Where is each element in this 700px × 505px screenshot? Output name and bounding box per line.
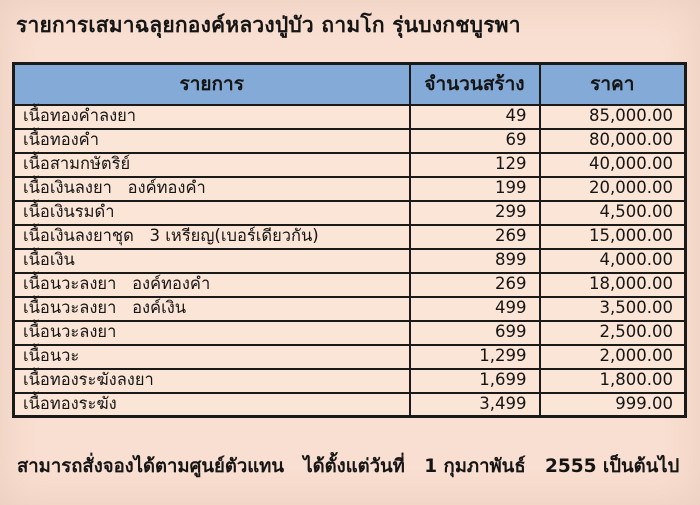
table-header: รายการ จำนวนสร้าง ราคา bbox=[12, 62, 687, 106]
item-quantity: 1,299 bbox=[408, 343, 541, 370]
item-price: 2,000.00 bbox=[538, 343, 687, 370]
item-name: เนื้อนวะลงยา bbox=[12, 319, 411, 346]
table-row: เนื้อนวะลงยา 699 2,500.00 bbox=[12, 319, 687, 346]
table-row: เนื้อเงินลงยา องค์ทองคำ 199 20,000.00 bbox=[12, 175, 687, 202]
item-price: 4,500.00 bbox=[538, 199, 687, 226]
item-name: เนื้อนวะลงยา องค์ทองคำ bbox=[12, 271, 411, 298]
item-price: 20,000.00 bbox=[538, 175, 687, 202]
item-name: เนื้อสามกษัตริย์ bbox=[12, 151, 411, 178]
ordering-note: สามารถสั่งจองได้ตามศูนย์ตัวแทน ได้ตั้งแต… bbox=[17, 456, 680, 477]
price-table: รายการ จำนวนสร้าง ราคา เนื้อทองคำลงยา 49… bbox=[12, 62, 687, 418]
item-quantity: 1,699 bbox=[408, 367, 541, 394]
item-price: 15,000.00 bbox=[538, 223, 687, 250]
item-quantity: 3,499 bbox=[408, 391, 541, 418]
item-price: 2,500.00 bbox=[538, 319, 687, 346]
item-name: เนื้อทองระฆัง bbox=[12, 391, 411, 418]
column-header-price: ราคา bbox=[538, 62, 687, 106]
item-name: เนื้อทองคำ bbox=[12, 127, 411, 154]
item-quantity: 699 bbox=[408, 319, 541, 346]
item-price: 80,000.00 bbox=[538, 127, 687, 154]
item-name: เนื้อนวะ bbox=[12, 343, 411, 370]
item-name: เนื้อนวะลงยา องค์เงิน bbox=[12, 295, 411, 322]
item-name: เนื้อเงินรมดำ bbox=[12, 199, 411, 226]
table-row: เนื้อสามกษัตริย์ 129 40,000.00 bbox=[12, 151, 687, 178]
header-row: รายการ จำนวนสร้าง ราคา bbox=[12, 62, 687, 106]
item-price: 18,000.00 bbox=[538, 271, 687, 298]
item-price: 1,800.00 bbox=[538, 367, 687, 394]
item-price: 4,000.00 bbox=[538, 247, 687, 274]
page-title: รายการเสมาฉลุยกองค์หลวงปู่บัว ถามโก รุ่น… bbox=[16, 13, 521, 37]
item-name: เนื้อทองคำลงยา bbox=[12, 103, 411, 130]
table-row: เนื้อเงิน 899 4,000.00 bbox=[12, 247, 687, 274]
item-name: เนื้อเงินลงยาชุด 3 เหรียญ(เบอร์เดียวกัน) bbox=[12, 223, 411, 250]
item-quantity: 499 bbox=[408, 295, 541, 322]
table-row: เนื้อทองคำ 69 80,000.00 bbox=[12, 127, 687, 154]
item-quantity: 899 bbox=[408, 247, 541, 274]
table-row: เนื้อทองระฆัง 3,499 999.00 bbox=[12, 391, 687, 418]
column-header-quantity: จำนวนสร้าง bbox=[408, 62, 541, 106]
item-quantity: 69 bbox=[408, 127, 541, 154]
column-header-item: รายการ bbox=[12, 62, 411, 106]
table-row: เนื้อนวะ 1,299 2,000.00 bbox=[12, 343, 687, 370]
table-row: เนื้อเงินรมดำ 299 4,500.00 bbox=[12, 199, 687, 226]
table-row: เนื้อนวะลงยา องค์ทองคำ 269 18,000.00 bbox=[12, 271, 687, 298]
item-price: 3,500.00 bbox=[538, 295, 687, 322]
table-row: เนื้อนวะลงยา องค์เงิน 499 3,500.00 bbox=[12, 295, 687, 322]
item-name: เนื้อเงิน bbox=[12, 247, 411, 274]
table-body: เนื้อทองคำลงยา 49 85,000.00 เนื้อทองคำ 6… bbox=[12, 103, 687, 418]
item-quantity: 269 bbox=[408, 223, 541, 250]
item-quantity: 49 bbox=[408, 103, 541, 130]
item-quantity: 269 bbox=[408, 271, 541, 298]
item-price: 85,000.00 bbox=[538, 103, 687, 130]
item-name: เนื้อทองระฆังลงยา bbox=[12, 367, 411, 394]
item-quantity: 299 bbox=[408, 199, 541, 226]
item-name: เนื้อเงินลงยา องค์ทองคำ bbox=[12, 175, 411, 202]
table-row: เนื้อเงินลงยาชุด 3 เหรียญ(เบอร์เดียวกัน)… bbox=[12, 223, 687, 250]
table-row: เนื้อทองระฆังลงยา 1,699 1,800.00 bbox=[12, 367, 687, 394]
item-quantity: 199 bbox=[408, 175, 541, 202]
table-row: เนื้อทองคำลงยา 49 85,000.00 bbox=[12, 103, 687, 130]
item-price: 999.00 bbox=[538, 391, 687, 418]
item-price: 40,000.00 bbox=[538, 151, 687, 178]
item-quantity: 129 bbox=[408, 151, 541, 178]
